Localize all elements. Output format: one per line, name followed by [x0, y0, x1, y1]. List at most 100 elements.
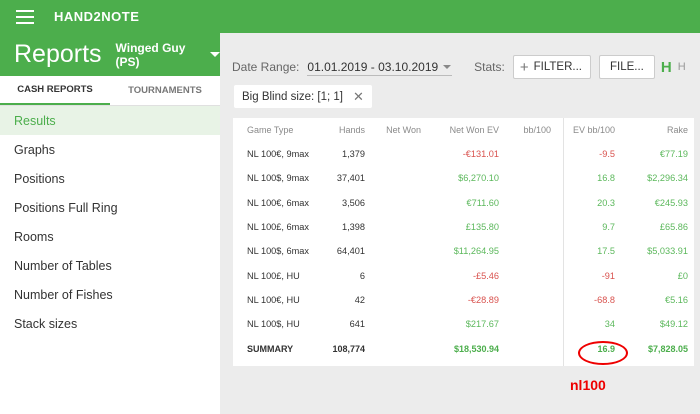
cell-rake: £65.86: [659, 222, 688, 233]
reports-header: Reports Winged Guy (PS): [0, 33, 220, 76]
cell-hands: 1,379: [342, 149, 365, 160]
cell-rake: £0: [677, 270, 688, 281]
column-divider: [563, 118, 564, 366]
menu-icon[interactable]: [16, 9, 34, 24]
summary-rake: $7,828.05: [647, 343, 688, 354]
sidebar-item-positions[interactable]: Positions: [14, 171, 65, 186]
sidebar-item-stack-sizes[interactable]: Stack sizes: [14, 316, 78, 331]
account-selector[interactable]: Winged Guy (PS): [116, 41, 220, 69]
cell-hands: 641: [349, 319, 365, 330]
sidebar-item-number-of-tables[interactable]: Number of Tables: [14, 258, 112, 273]
filter-bar: Date Range: 01.01.2019 - 03.10.2019 Stat…: [232, 53, 700, 81]
cell-game-type: NL 100$, HU: [247, 319, 300, 330]
date-range-value: 01.01.2019 - 03.10.2019: [307, 59, 439, 74]
cell-hands: 3,506: [342, 197, 365, 208]
cell-hands: 6: [359, 270, 365, 281]
results-table: Game Type Hands Net Won Net Won EV bb/10…: [233, 118, 694, 361]
cell-net-won: [371, 142, 427, 166]
cell-game-type: NL 100£, HU: [247, 270, 300, 281]
table-row[interactable]: NL 100£, 6max 1,398 £135.80 9.7 £65.86: [233, 215, 694, 239]
column-header-bb-100[interactable]: bb/100: [523, 125, 551, 135]
table-row[interactable]: NL 100£, HU 6 -£5.46 -91 £0: [233, 263, 694, 287]
hand2note-logo-icon: H: [660, 58, 672, 76]
cell-bb-100: [505, 215, 557, 239]
table-row[interactable]: NL 100$, 6max 64,401 $11,264.95 17.5 $5,…: [233, 239, 694, 263]
sidebar-item-graphs[interactable]: Graphs: [14, 142, 55, 157]
cell-ev-bb-100: -68.8: [594, 294, 615, 305]
page-title: Reports: [14, 40, 102, 68]
filter-chip-label: Big Blind size: [1; 1]: [242, 90, 343, 103]
filter-button[interactable]: + FILTER...: [512, 55, 591, 79]
sidebar-item-number-of-fishes[interactable]: Number of Fishes: [14, 287, 113, 302]
chevron-down-icon: [210, 52, 220, 57]
cell-net-won-ev: -€131.01: [462, 149, 499, 160]
plus-icon: +: [519, 58, 529, 76]
cell-bb-100: [505, 312, 557, 336]
cell-bb-100: [505, 239, 557, 263]
cell-game-type: NL 100£, 6max: [247, 222, 309, 233]
cell-net-won-ev: $6,270.10: [458, 173, 499, 184]
highlight-circle: [578, 341, 628, 365]
sidebar-item-results[interactable]: Results: [0, 106, 220, 135]
account-label: Winged Guy (PS): [115, 40, 186, 69]
cell-rake: $49.12: [659, 319, 688, 330]
chevron-down-icon: [443, 65, 452, 69]
file-button[interactable]: FILE...: [598, 55, 655, 79]
report-tabs: CASH REPORTS TOURNAMENTS: [0, 76, 220, 106]
cell-net-won: [371, 166, 427, 190]
cell-ev-bb-100: 17.5: [597, 246, 615, 257]
cell-hands: 42: [354, 294, 365, 305]
column-header-game-type[interactable]: Game Type: [247, 125, 294, 135]
stats-label: Stats:: [474, 60, 505, 74]
table-row[interactable]: NL 100€, HU 42 -€28.89 -68.8 €5.16: [233, 288, 694, 312]
cell-ev-bb-100: 34: [604, 319, 615, 330]
column-header-ev-bb-100[interactable]: EV bb/100: [572, 125, 615, 135]
cell-ev-bb-100: 9.7: [602, 222, 615, 233]
cell-game-type: NL 100€, 9max: [247, 149, 309, 160]
cell-hands: 1,398: [342, 222, 365, 233]
table-row[interactable]: NL 100€, 9max 1,379 -€131.01 -9.5 €77.19: [233, 142, 694, 166]
cell-rake: $2,296.34: [647, 173, 688, 184]
table-row[interactable]: NL 100$, HU 641 $217.67 34 $49.12: [233, 312, 694, 336]
sidebar: Results Graphs Positions Positions Full …: [0, 106, 220, 414]
cell-rake: $5,033.91: [647, 246, 688, 257]
column-header-hands[interactable]: Hands: [338, 125, 365, 135]
table-row[interactable]: NL 100€, 6max 3,506 €711.60 20.3 €245.93: [233, 191, 694, 215]
column-header-net-won-ev[interactable]: Net Won EV: [449, 125, 499, 135]
sidebar-item-rooms[interactable]: Rooms: [14, 229, 54, 244]
cell-net-won: [371, 239, 427, 263]
results-table-card: Game Type Hands Net Won Net Won EV bb/10…: [233, 118, 694, 366]
cell-bb-100: [505, 191, 557, 215]
cell-net-won-ev: $217.67: [465, 319, 499, 330]
summary-hands: 108,774: [332, 343, 365, 354]
cell-hands: 37,401: [336, 173, 365, 184]
summary-net-won: [371, 336, 427, 360]
cell-net-won: [371, 263, 427, 287]
cell-hands: 64,401: [336, 246, 365, 257]
column-header-rake[interactable]: Rake: [666, 125, 688, 135]
filter-chip: Big Blind size: [1; 1] ✕: [234, 85, 372, 108]
table-row[interactable]: NL 100$, 9max 37,401 $6,270.10 16.8 $2,2…: [233, 166, 694, 190]
cell-ev-bb-100: 20.3: [597, 197, 615, 208]
filter-button-label: FILTER...: [533, 61, 582, 73]
summary-net-won-ev: $18,530.94: [453, 343, 499, 354]
top-bar: HAND2NOTE: [0, 0, 700, 33]
summary-label: SUMMARY: [247, 343, 294, 354]
cell-game-type: NL 100$, 9max: [247, 173, 309, 184]
cell-net-won: [371, 191, 427, 215]
close-icon[interactable]: ✕: [353, 88, 364, 104]
cell-game-type: NL 100$, 6max: [247, 246, 309, 257]
cell-rake: €77.19: [659, 149, 688, 160]
cell-net-won-ev: £135.80: [465, 222, 499, 233]
sidebar-item-positions-full-ring[interactable]: Positions Full Ring: [14, 200, 118, 215]
table-header-row: Game Type Hands Net Won Net Won EV bb/10…: [233, 118, 694, 142]
tab-tournaments[interactable]: TOURNAMENTS: [128, 85, 202, 96]
tab-cash-reports[interactable]: CASH REPORTS: [0, 76, 110, 105]
cell-bb-100: [505, 142, 557, 166]
cell-net-won-ev: -€28.89: [467, 294, 499, 305]
cell-net-won-ev: $11,264.95: [453, 246, 499, 257]
column-header-net-won[interactable]: Net Won: [386, 125, 421, 135]
cell-net-won: [371, 215, 427, 239]
date-range-select[interactable]: 01.01.2019 - 03.10.2019: [307, 58, 453, 76]
date-range-label: Date Range:: [232, 60, 300, 74]
